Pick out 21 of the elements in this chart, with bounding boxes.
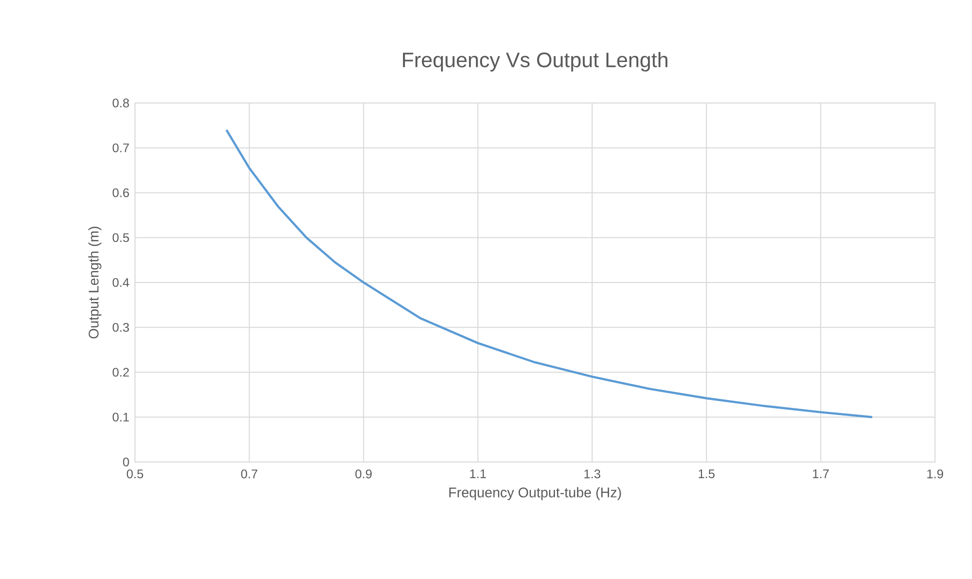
y-tick-label: 0.4: [112, 278, 130, 287]
y-tick-label: 0.1: [112, 412, 129, 422]
x-tick-label: 1.7: [813, 470, 829, 478]
y-tick-label: 0.6: [112, 188, 129, 198]
x-tick-label: 1.3: [584, 470, 600, 478]
x-tick-label: 1.5: [698, 470, 715, 478]
x-tick-label: 1.9: [927, 470, 944, 478]
y-tick-label: 0.7: [112, 143, 129, 152]
y-tick-label: 0.5: [112, 233, 129, 242]
x-tick-label: 0.5: [126, 470, 144, 478]
chart-title: Frequency Vs Output Length: [402, 52, 668, 72]
line-series: [225, 128, 874, 418]
y-tick-label: 0.8: [112, 98, 129, 108]
y-tick-label: 0: [123, 458, 129, 466]
x-tick-label: 1.1: [470, 470, 486, 478]
y-tick-label: 0.3: [112, 322, 129, 332]
x-axis-title: Frequency Output-tube (Hz): [449, 487, 621, 500]
x-tick-label: 0.7: [241, 470, 258, 478]
y-axis-title: Output Length (m): [88, 226, 102, 338]
y-tick-label: 0.2: [112, 368, 129, 377]
x-tick-label: 0.9: [355, 470, 372, 478]
